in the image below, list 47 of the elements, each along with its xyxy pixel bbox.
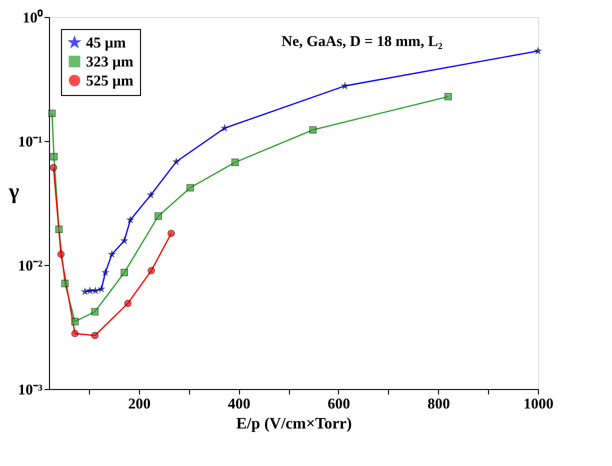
point: [124, 300, 132, 308]
point: [147, 191, 154, 198]
point: [120, 268, 128, 276]
point: [61, 280, 69, 288]
point: [108, 250, 116, 258]
x-tick-label: 600: [328, 396, 350, 412]
point: [98, 285, 105, 292]
x-tick-label: 800: [427, 396, 450, 412]
annotation: Ne, GaAs, D = 18 mm, L₂: [281, 34, 443, 50]
point: [50, 164, 58, 172]
point: [55, 226, 63, 233]
x-tick-label: 200: [128, 396, 151, 412]
point: [120, 237, 128, 244]
x-axis-title: E/p (V/cm×Torr): [236, 416, 352, 432]
y-tick-label: 10⁻²: [18, 258, 43, 274]
legend-label: 45 µm: [86, 36, 126, 52]
point: [534, 47, 542, 54]
point: [92, 287, 99, 294]
point: [126, 216, 134, 223]
point: [81, 288, 88, 295]
point: [71, 330, 79, 338]
point: [172, 158, 180, 165]
point: [444, 92, 452, 100]
point: [186, 184, 194, 192]
point: [102, 268, 109, 276]
legend-label: 525 µm: [86, 74, 134, 90]
y-axis-title: γ: [8, 178, 20, 204]
point: [221, 124, 228, 132]
x-tick-label: 1000: [524, 396, 554, 412]
point: [231, 158, 239, 166]
y-tick-label: 10⁻³: [18, 382, 43, 398]
point: [48, 110, 56, 118]
point: [309, 126, 317, 134]
point: [50, 153, 58, 160]
legend-label: 323 µm: [86, 54, 134, 70]
y-tick-label: 10⁰: [22, 8, 44, 26]
point: [154, 212, 162, 220]
point: [91, 308, 99, 316]
point: [71, 318, 79, 326]
x-tick-label: 400: [228, 396, 250, 412]
point: [86, 287, 94, 294]
point: [91, 332, 99, 340]
point: [148, 267, 155, 274]
point: [168, 230, 175, 237]
point: [57, 250, 65, 258]
point: [341, 82, 348, 89]
y-tick-label: 10⁻¹: [18, 134, 42, 150]
